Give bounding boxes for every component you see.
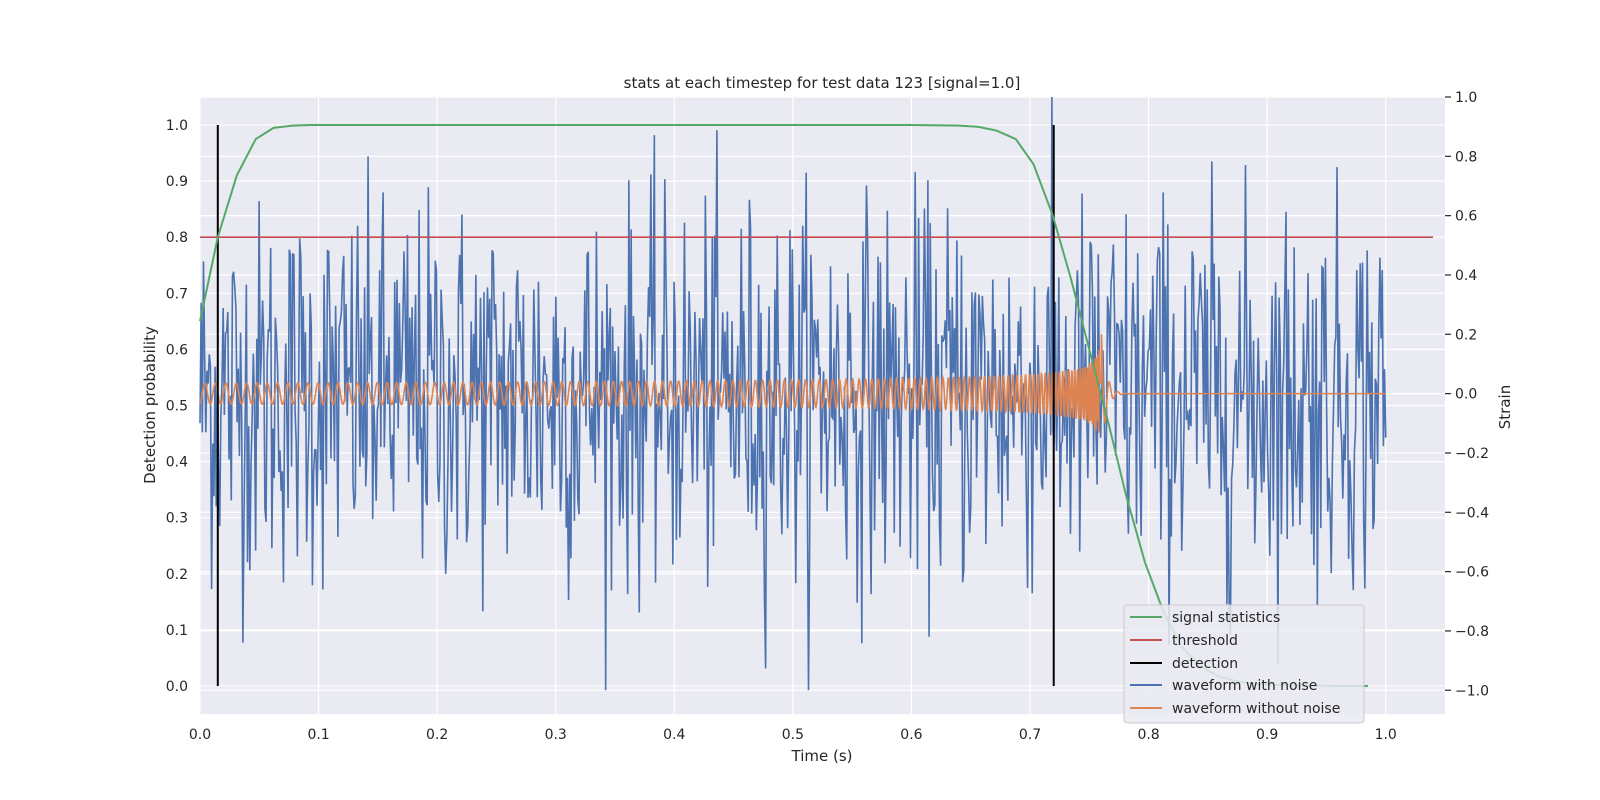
legend: signal statistics threshold detection wa…: [1123, 604, 1365, 724]
x-axis-label: Time (s): [791, 747, 853, 765]
legend-entry-detection: detection: [1130, 656, 1238, 672]
y-tick-label-0: 0.0: [166, 679, 188, 695]
legend-label-threshold: threshold: [1172, 633, 1238, 649]
y-tick-label-1: 0.1: [166, 623, 188, 639]
series-waveform-with-noise: [199, 96, 1387, 691]
legend-box: [1123, 604, 1365, 724]
y-tick-label-10: 1.0: [166, 118, 188, 134]
x-tick-label-3: 0.3: [545, 727, 567, 743]
y-right-tick-label-7: 0.4: [1455, 268, 1477, 284]
legend-entry-waveform-without-noise: waveform without noise: [1130, 701, 1340, 717]
legend-label-waveform-with-noise: waveform with noise: [1172, 678, 1317, 694]
y-axis-right: −1.0 −0.8 −0.6 −0.4 −0.2 0.0 0.2 0.4 0.6 0.8 1.0: [1445, 90, 1489, 699]
y-right-tick-label-3: −0.4: [1455, 505, 1489, 521]
y-right-tick-label-4: −0.2: [1455, 446, 1489, 462]
y-tick-label-4: 0.4: [166, 455, 188, 471]
x-tick-label-9: 0.9: [1256, 727, 1278, 743]
x-tick-label-8: 0.8: [1137, 727, 1159, 743]
legend-entry-threshold: threshold: [1130, 633, 1238, 649]
y-right-tick-label-9: 0.8: [1455, 149, 1477, 165]
y-tick-label-7: 0.7: [166, 286, 188, 302]
x-axis: 0.0 0.1 0.2 0.3 0.4 0.5 0.6 0.7 0.8 0.9 1.0: [189, 727, 1397, 743]
legend-label-detection: detection: [1172, 656, 1238, 672]
y-right-tick-label-5: 0.0: [1455, 387, 1477, 403]
x-tick-label-5: 0.5: [782, 727, 804, 743]
y-axis-left: 0.0 0.1 0.2 0.3 0.4 0.5 0.6 0.7 0.8 0.9 1.0: [166, 118, 188, 695]
x-tick-label-6: 0.6: [900, 727, 922, 743]
y-axis-right-label: Strain: [1496, 385, 1514, 429]
y-right-tick-label-6: 0.2: [1455, 327, 1477, 343]
legend-label-signal-statistics: signal statistics: [1172, 610, 1280, 626]
series-waveform-without-noise: [199, 333, 1386, 433]
x-tick-label-2: 0.2: [426, 727, 448, 743]
legend-label-waveform-without-noise: waveform without noise: [1172, 701, 1340, 717]
x-tick-label-7: 0.7: [1019, 727, 1041, 743]
y-tick-label-9: 0.9: [166, 174, 188, 190]
x-tick-label-10: 1.0: [1375, 727, 1397, 743]
y-tick-label-5: 0.5: [166, 399, 188, 415]
y-tick-label-8: 0.8: [166, 230, 188, 246]
plot-content: [199, 96, 1434, 691]
x-tick-label-0: 0.0: [189, 727, 211, 743]
legend-entry-signal-statistics: signal statistics: [1130, 610, 1280, 626]
y-tick-label-6: 0.6: [166, 342, 188, 358]
chart-title: stats at each timestep for test data 123…: [624, 74, 1021, 92]
y-right-tick-label-2: −0.6: [1455, 565, 1489, 581]
x-tick-label-1: 0.1: [307, 727, 329, 743]
x-tick-label-4: 0.4: [663, 727, 685, 743]
y-axis-label: Detection probability: [141, 326, 159, 484]
y-tick-label-2: 0.2: [166, 567, 188, 583]
y-right-tick-label-0: −1.0: [1455, 683, 1489, 699]
y-right-tick-label-8: 0.6: [1455, 209, 1477, 225]
y-right-tick-label-10: 1.0: [1455, 90, 1477, 106]
y-tick-label-3: 0.3: [166, 511, 188, 527]
y-right-tick-label-1: −0.8: [1455, 624, 1489, 640]
legend-entry-waveform-with-noise: waveform with noise: [1130, 678, 1317, 694]
